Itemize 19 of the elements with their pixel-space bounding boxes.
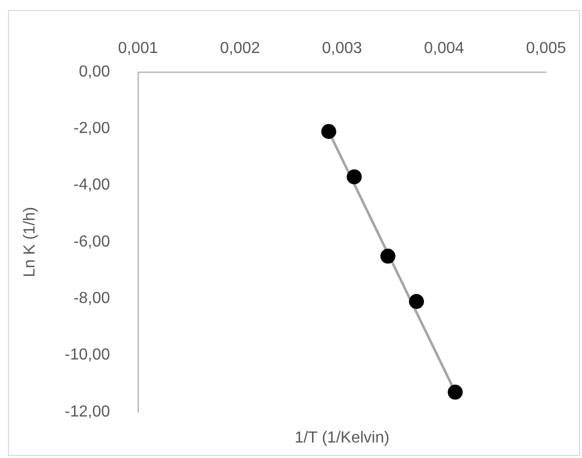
- y-tick-label: -4,00: [74, 176, 110, 194]
- x-tick-label: 0,002: [220, 40, 260, 57]
- point: [346, 169, 362, 184]
- y-tick-label: -12,00: [64, 403, 110, 420]
- point: [321, 124, 336, 139]
- x-tick-label: 0,001: [118, 40, 158, 57]
- y-tick-label: -6,00: [74, 233, 110, 250]
- x-tick-label: 0,005: [526, 40, 566, 57]
- point: [448, 384, 463, 400]
- y-tick-label: -2,00: [74, 120, 110, 138]
- point: [408, 294, 424, 309]
- x-axis-title: 1/T (1/Kelvin): [294, 429, 390, 446]
- y-tick-label: 0,00: [78, 63, 110, 80]
- x-tick-label: 0,004: [424, 40, 464, 57]
- y-axis-title: Ln K (1/h): [21, 206, 38, 278]
- x-tick-label: 0,003: [322, 40, 362, 57]
- point: [380, 248, 396, 264]
- y-tick-label: -10,00: [64, 346, 110, 364]
- y-tick-label: -8,00: [74, 290, 110, 308]
